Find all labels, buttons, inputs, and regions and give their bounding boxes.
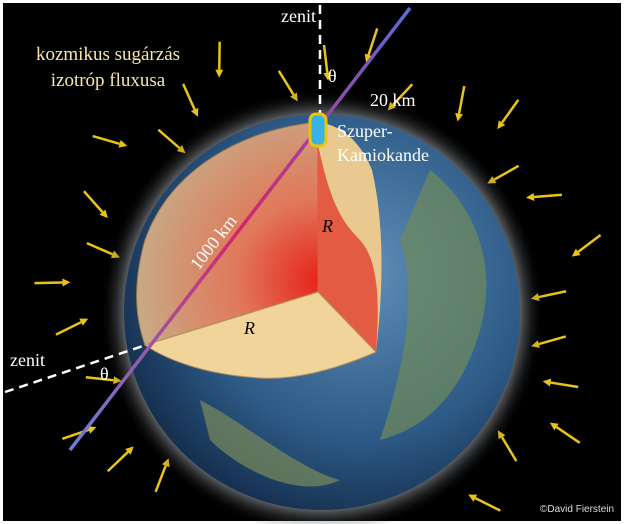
flux-arrow-head <box>62 278 71 287</box>
radius-label: R <box>243 318 255 338</box>
flux-arrow <box>154 465 167 493</box>
flux-arrow <box>277 70 295 96</box>
flux-arrow-head <box>323 72 332 81</box>
core-shade <box>318 145 378 352</box>
flux-arrow <box>392 83 414 106</box>
cut-face <box>143 291 377 379</box>
cut-face <box>136 121 319 346</box>
flux-arrow-head <box>571 248 581 257</box>
neutrino-path <box>68 6 412 452</box>
flux-arrow-head <box>215 69 224 78</box>
flux-arrow <box>82 190 104 213</box>
flux-arrow-head <box>468 494 478 502</box>
flux-arrow-head <box>87 426 97 434</box>
zenith-line <box>4 343 147 394</box>
land <box>200 400 340 487</box>
flux-arrow-head <box>99 209 108 219</box>
flux-arrow-head <box>542 378 552 387</box>
detector-label: Kamiokande <box>337 145 429 165</box>
flux-arrow <box>500 436 518 462</box>
flux-arrow <box>322 44 329 73</box>
flux-arrow <box>34 281 63 285</box>
land <box>380 170 487 440</box>
flux-arrow <box>85 376 114 382</box>
flux-arrow <box>55 321 82 336</box>
flux-arrow <box>182 83 196 110</box>
angle-label: θ <box>328 66 337 86</box>
flux-arrow-head <box>526 193 535 202</box>
flux-arrow <box>577 234 602 253</box>
zenith-label: zenit <box>281 6 316 26</box>
flux-arrow <box>500 99 520 124</box>
flux-arrow-head <box>125 446 134 455</box>
radius-label: R <box>321 216 333 236</box>
credit: ©David Fierstein <box>540 504 614 515</box>
flux-label: izotróp fluxusa <box>51 70 166 91</box>
flux-arrow <box>367 27 379 56</box>
angle-label: θ <box>100 364 109 384</box>
flux-arrow <box>106 451 129 473</box>
flux-arrow <box>533 193 563 199</box>
flux-arrow <box>92 134 120 146</box>
flux-arrow-head <box>118 139 128 148</box>
flux-arrow-head <box>549 422 559 431</box>
flux-arrow-head <box>79 318 89 326</box>
flux-arrow <box>538 335 567 346</box>
flux-arrow <box>474 497 501 512</box>
detector-label: Szuper- <box>337 121 393 141</box>
flux-arrow <box>457 85 466 114</box>
flux-arrow-head <box>364 53 373 63</box>
flux-arrow <box>555 426 581 444</box>
detector <box>308 112 328 148</box>
flux-arrow-head <box>455 112 464 122</box>
flux-arrow-head <box>497 120 506 130</box>
flux-arrow-head <box>190 107 199 117</box>
flux-label: kozmikus sugárzás <box>36 44 180 65</box>
depth-label: 20 km <box>370 90 416 110</box>
flux-arrow <box>550 381 579 389</box>
zenith-label: zenit <box>10 350 45 370</box>
